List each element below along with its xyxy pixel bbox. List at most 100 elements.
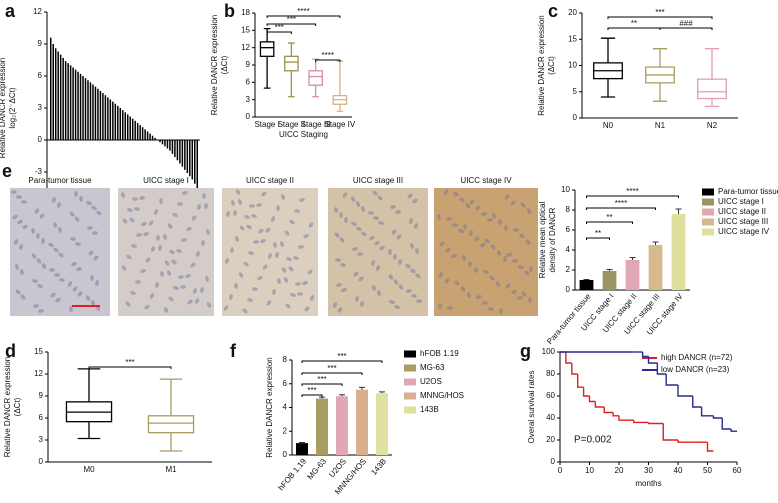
- x-axis-label: months: [635, 479, 661, 488]
- cell-nucleus: [14, 239, 18, 245]
- legend-label: hFOB 1.19: [420, 349, 459, 358]
- cell-nucleus: [439, 241, 445, 247]
- cell-nucleus: [307, 269, 313, 275]
- bar: [99, 90, 102, 140]
- x-tick-label: 143B: [369, 457, 388, 477]
- y-tick-label: 3: [39, 435, 44, 444]
- significance-bracket: [301, 394, 323, 397]
- whisker-high: [77, 368, 101, 402]
- survival-step: [721, 418, 732, 430]
- cell-nucleus: [127, 207, 133, 213]
- cell-nucleus: [395, 210, 401, 214]
- y-tick-label: -3: [35, 167, 43, 176]
- cell-nucleus: [86, 200, 92, 206]
- micrograph: [434, 188, 538, 316]
- cell-nucleus: [302, 281, 308, 285]
- cell-nucleus: [353, 271, 359, 277]
- cell-nucleus: [50, 292, 56, 298]
- cell-nucleus: [462, 255, 466, 261]
- cell-nucleus: [528, 297, 532, 303]
- cell-nucleus: [176, 249, 182, 253]
- cell-nucleus: [518, 265, 524, 269]
- y-tick-label: 6: [39, 413, 44, 422]
- cell-nucleus: [15, 264, 19, 270]
- cell-nucleus: [286, 256, 292, 262]
- cell-nucleus: [223, 305, 229, 311]
- cell-nucleus: [239, 225, 245, 231]
- cell-nucleus: [289, 219, 295, 225]
- cell-nucleus: [369, 235, 375, 241]
- micrograph: [222, 188, 318, 316]
- y-tick-label: 12: [241, 43, 250, 52]
- cell-nucleus: [480, 242, 486, 248]
- cell-nucleus: [251, 214, 257, 218]
- cell-nucleus: [231, 200, 235, 206]
- cell-nucleus: [373, 216, 379, 220]
- survival-step: [712, 415, 723, 419]
- bar: [109, 99, 112, 140]
- x-tick-label: N0: [603, 121, 614, 130]
- cell-nucleus: [377, 290, 381, 296]
- cell-nucleus: [405, 263, 411, 269]
- cell-nucleus: [248, 251, 254, 255]
- cell-nucleus: [96, 210, 102, 216]
- cell-nucleus: [299, 198, 305, 202]
- cell-nucleus: [360, 301, 364, 307]
- cell-nucleus: [145, 257, 151, 263]
- cell-nucleus: [474, 236, 480, 242]
- cell-nucleus: [126, 254, 132, 260]
- cell-nucleus: [53, 247, 59, 253]
- y-axis-label: Relative DANCR expression: [210, 15, 219, 115]
- bar: [196, 140, 199, 188]
- bar: [67, 63, 69, 141]
- x-tick-label: M1: [165, 465, 177, 474]
- cell-nucleus: [90, 300, 96, 306]
- error-bar: [319, 396, 325, 399]
- cell-nucleus: [200, 287, 204, 293]
- y-tick-label: 6: [283, 379, 288, 388]
- y-tick-label: 80: [546, 369, 555, 378]
- bar: [74, 69, 77, 140]
- whisker-low: [263, 56, 271, 89]
- whisker-high: [263, 27, 271, 42]
- image-label: Para-tumor tissue: [28, 176, 92, 185]
- survival-step: [582, 387, 590, 397]
- y-tick-label: 60: [546, 391, 555, 400]
- bar: [579, 280, 594, 290]
- cell-nucleus: [20, 269, 24, 275]
- cell-nucleus: [334, 207, 338, 213]
- legend-label: U2OS: [420, 377, 442, 386]
- cell-nucleus: [31, 228, 35, 234]
- cell-nucleus: [121, 265, 127, 271]
- whisker-low: [288, 70, 295, 98]
- cell-nucleus: [167, 223, 173, 229]
- significance-label: ***: [317, 375, 326, 384]
- cell-nucleus: [451, 254, 457, 258]
- cell-nucleus: [339, 212, 343, 218]
- image-label: UICC stage IV: [460, 176, 512, 185]
- cell-nucleus: [158, 245, 162, 251]
- bar: [171, 140, 174, 154]
- significance-bracket: [266, 31, 292, 34]
- cell-nucleus: [37, 283, 43, 289]
- x-tick-label: 0: [558, 466, 563, 475]
- cell-nucleus: [498, 219, 502, 225]
- significance-label: ***: [275, 23, 284, 32]
- cell-nucleus: [294, 209, 300, 213]
- significance-bracket: [301, 383, 343, 386]
- cell-nucleus: [342, 192, 348, 198]
- cell-nucleus: [452, 223, 458, 227]
- bar: [72, 67, 74, 140]
- cell-nucleus: [415, 248, 419, 254]
- cell-nucleus: [297, 292, 303, 296]
- image-label: UICC stage II: [246, 176, 294, 185]
- error-bar: [339, 394, 345, 397]
- cell-nucleus: [197, 204, 201, 210]
- cell-nucleus: [488, 307, 494, 311]
- cell-nucleus: [398, 259, 402, 265]
- x-tick-label: N1: [655, 121, 666, 130]
- cell-nucleus: [229, 294, 233, 300]
- cell-nucleus: [458, 228, 464, 234]
- cell-nucleus: [194, 298, 200, 304]
- x-tick-label: M0: [83, 465, 95, 474]
